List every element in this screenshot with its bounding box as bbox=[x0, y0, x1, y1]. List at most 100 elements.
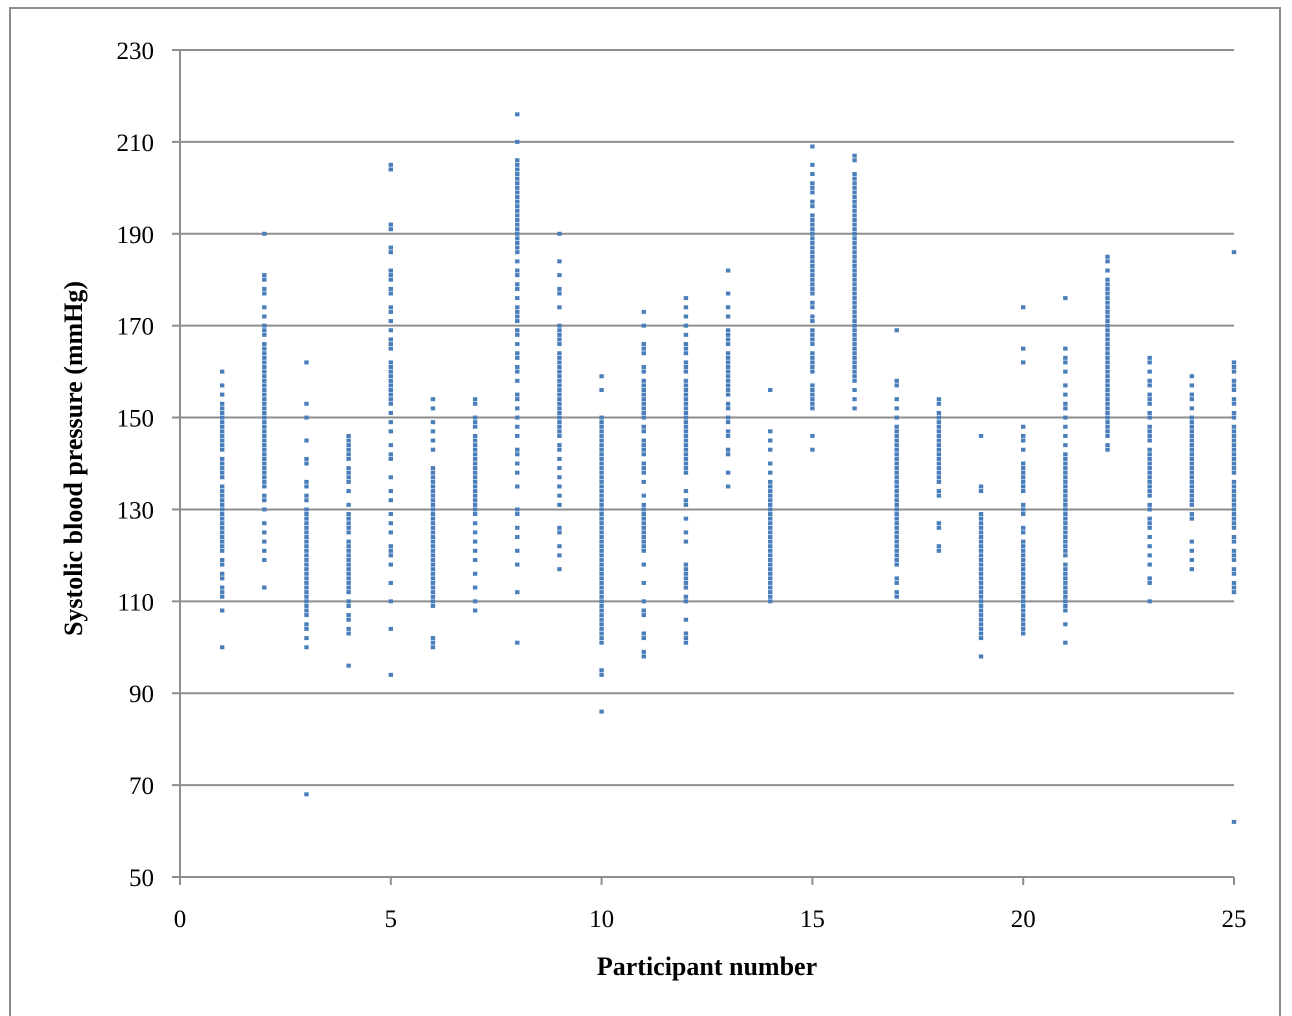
data-point bbox=[472, 489, 478, 494]
data-point bbox=[388, 305, 393, 310]
data-point bbox=[557, 553, 562, 558]
data-point bbox=[1189, 383, 1195, 388]
data-point bbox=[557, 443, 562, 448]
data-point bbox=[768, 590, 773, 595]
data-point bbox=[1189, 493, 1195, 498]
data-point bbox=[1021, 590, 1026, 595]
data-point bbox=[852, 204, 857, 209]
data-point bbox=[557, 433, 562, 438]
data-point bbox=[810, 144, 815, 149]
data-point bbox=[219, 401, 225, 406]
data-point bbox=[515, 392, 520, 397]
data-point bbox=[936, 475, 942, 480]
data-point bbox=[219, 438, 225, 443]
y-tick-labels: 50 70 90 110 130 150 170 190 210 230 bbox=[117, 38, 155, 892]
data-point bbox=[683, 585, 689, 590]
data-point bbox=[219, 576, 225, 581]
data-point bbox=[388, 250, 393, 255]
data-point bbox=[557, 429, 562, 434]
data-point bbox=[852, 378, 857, 383]
data-point bbox=[219, 608, 225, 613]
data-point bbox=[557, 410, 562, 415]
data-point bbox=[641, 346, 646, 351]
data-point bbox=[852, 300, 857, 305]
data-point bbox=[1063, 360, 1068, 365]
data-point bbox=[515, 378, 520, 383]
data-point bbox=[894, 475, 899, 480]
data-point bbox=[388, 530, 393, 535]
data-point bbox=[388, 268, 393, 273]
data-point bbox=[1063, 433, 1068, 438]
data-point bbox=[219, 424, 225, 429]
data-point bbox=[810, 277, 815, 282]
data-point bbox=[852, 181, 857, 186]
data-point bbox=[1105, 319, 1110, 324]
data-point bbox=[515, 236, 520, 241]
data-point bbox=[472, 493, 478, 498]
data-point bbox=[683, 466, 689, 471]
data-point bbox=[894, 424, 899, 429]
data-point bbox=[1105, 447, 1110, 452]
data-point bbox=[725, 369, 731, 374]
data-point bbox=[852, 222, 857, 227]
data-point bbox=[1063, 466, 1068, 471]
data-point bbox=[472, 571, 478, 576]
data-point bbox=[1063, 571, 1068, 576]
data-point bbox=[472, 397, 478, 402]
data-point bbox=[388, 599, 393, 604]
data-point bbox=[978, 489, 984, 494]
data-point bbox=[978, 585, 984, 590]
data-point bbox=[641, 649, 646, 654]
data-point bbox=[810, 392, 815, 397]
data-point bbox=[262, 557, 267, 562]
data-point bbox=[1021, 562, 1026, 567]
data-point bbox=[515, 351, 520, 356]
data-point bbox=[1147, 576, 1152, 581]
data-point bbox=[557, 332, 562, 337]
data-point bbox=[1147, 378, 1152, 383]
data-point bbox=[725, 291, 731, 296]
data-point bbox=[515, 181, 520, 186]
data-point bbox=[936, 461, 942, 466]
data-point bbox=[978, 544, 984, 549]
data-point bbox=[852, 328, 857, 333]
data-point bbox=[515, 112, 520, 117]
data-point bbox=[852, 268, 857, 273]
data-point bbox=[894, 378, 899, 383]
data-point bbox=[430, 590, 436, 595]
data-point bbox=[894, 443, 899, 448]
data-point bbox=[683, 378, 689, 383]
data-point bbox=[599, 576, 604, 581]
data-point bbox=[768, 489, 773, 494]
data-point bbox=[262, 355, 267, 360]
data-point bbox=[1147, 433, 1152, 438]
data-point bbox=[683, 562, 689, 567]
data-point bbox=[1231, 484, 1237, 489]
data-point bbox=[768, 502, 773, 507]
y-tick-label: 210 bbox=[117, 130, 155, 157]
data-point bbox=[641, 406, 646, 411]
y-axis-title: Systolic blood pressure (mmHg) bbox=[59, 281, 88, 636]
data-point bbox=[388, 456, 393, 461]
data-point bbox=[219, 475, 225, 480]
data-point bbox=[262, 291, 267, 296]
data-point bbox=[219, 392, 225, 397]
data-point bbox=[1021, 466, 1026, 471]
data-point bbox=[1063, 443, 1068, 448]
data-point bbox=[262, 443, 267, 448]
data-point bbox=[1021, 603, 1026, 608]
data-point bbox=[388, 383, 393, 388]
data-point bbox=[388, 342, 393, 347]
data-point bbox=[1021, 626, 1026, 631]
data-point bbox=[1105, 365, 1110, 370]
data-point bbox=[1147, 415, 1152, 420]
data-point bbox=[810, 319, 815, 324]
data-point bbox=[388, 222, 393, 227]
data-point bbox=[599, 613, 604, 618]
data-point bbox=[430, 535, 436, 540]
data-point bbox=[219, 383, 225, 388]
data-point bbox=[1021, 585, 1026, 590]
data-point bbox=[683, 383, 689, 388]
data-point bbox=[1105, 342, 1110, 347]
data-point bbox=[219, 447, 225, 452]
